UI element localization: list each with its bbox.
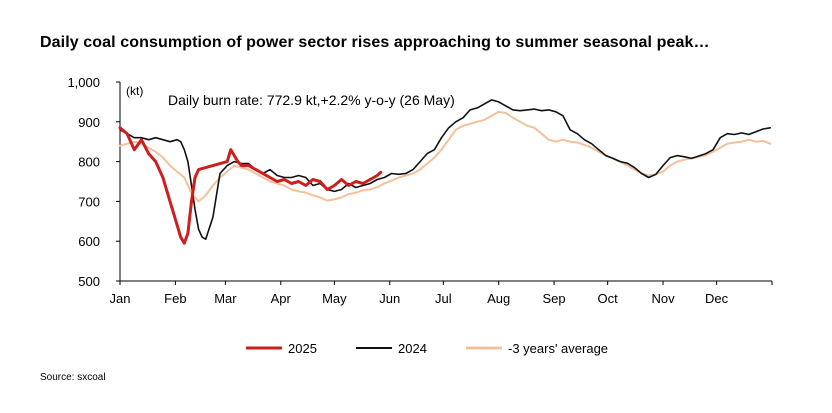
x-tick-label: Mar (214, 291, 237, 306)
x-tick-label: Feb (164, 291, 186, 306)
series-layer (118, 99, 772, 245)
x-tick-label: Aug (487, 291, 510, 306)
y-tick-label: 1,000 (67, 75, 100, 90)
series-line-3-years-average (119, 110, 772, 203)
axes: 500 600 700 800 900 1,000 Jan Feb Mar Apr May Jun Ju… (67, 75, 773, 306)
x-tick-label: May (322, 291, 347, 306)
y-tick-label: 700 (78, 194, 100, 209)
y-tick-label: 800 (78, 155, 100, 170)
y-tick-label: 900 (78, 115, 100, 130)
legend-label: -3 years' average (508, 341, 608, 356)
legend: 2025 2024 -3 years' average (246, 341, 608, 356)
x-tick-label: Sep (543, 291, 566, 306)
source-note: Source: sxcoal (40, 372, 106, 383)
x-tick-label: Jan (110, 291, 131, 306)
x-tick-label: Apr (271, 291, 292, 306)
x-tick-label: Nov (651, 291, 675, 306)
y-tick-label: 500 (78, 274, 100, 289)
chart-annotation: Daily burn rate: 772.9 kt,+2.2% y-o-y (2… (168, 92, 455, 108)
series-line-2024 (119, 99, 772, 240)
y-unit-label: (kt) (126, 84, 143, 98)
legend-label: 2024 (398, 341, 427, 356)
y-tick-label: 600 (78, 234, 100, 249)
x-tick-label: Oct (598, 291, 619, 306)
chart-title: Daily coal consumption of power sector r… (40, 34, 710, 51)
legend-label: 2025 (288, 341, 317, 356)
x-tick-label: Dec (705, 291, 729, 306)
x-tick-label: Jul (435, 291, 452, 306)
x-tick-label: Jun (379, 291, 400, 306)
series-line-2025 (118, 126, 383, 245)
